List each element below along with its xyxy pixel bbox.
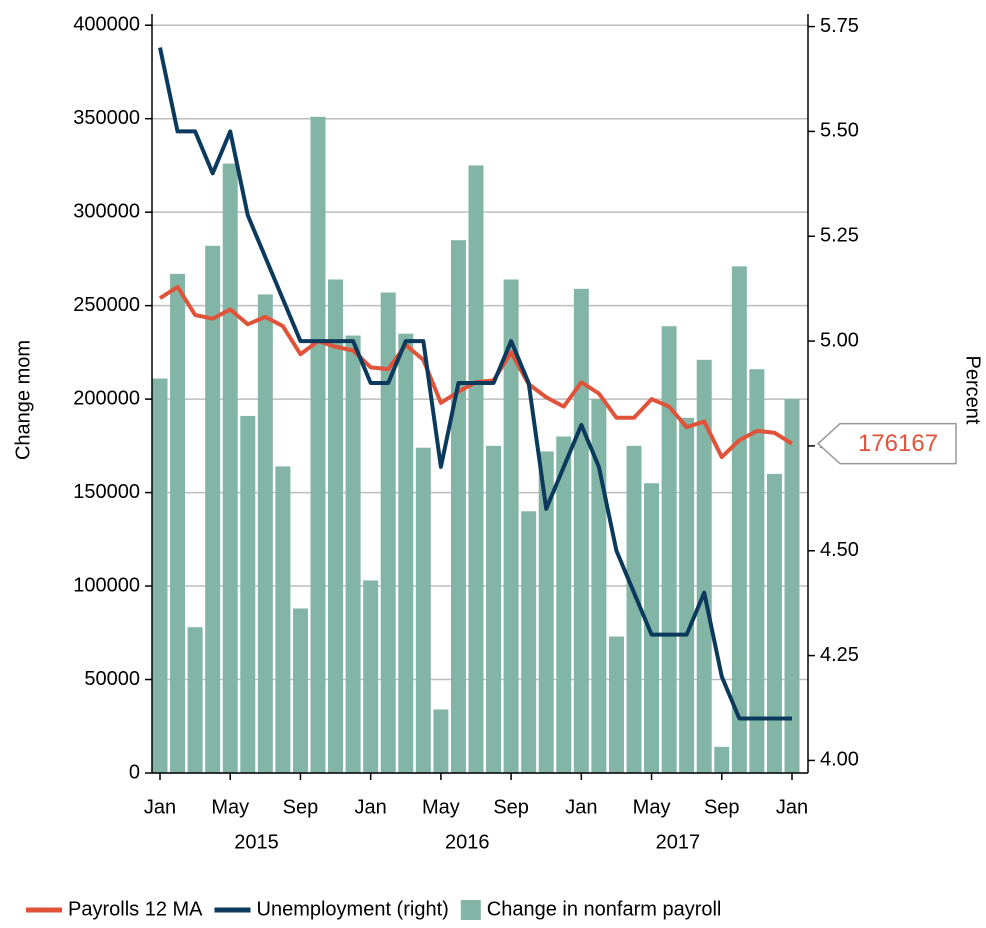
bar — [468, 165, 484, 774]
year-label: 2017 — [656, 831, 701, 853]
y-tick-label: 400000 — [73, 13, 140, 35]
year-label: 2016 — [445, 831, 490, 853]
x-tick-label: May — [422, 796, 460, 818]
y-tick-label: 350000 — [73, 107, 140, 129]
bar — [749, 369, 765, 773]
y-tick-label: 50000 — [84, 668, 140, 690]
x-tick-label: Sep — [493, 796, 529, 818]
legend-label: Change in nonfarm payroll — [487, 898, 722, 920]
legend-label: Unemployment (right) — [257, 898, 449, 920]
bar — [433, 709, 449, 773]
bar — [556, 436, 572, 773]
x-tick-label: Sep — [704, 796, 740, 818]
y-tick-label: 250000 — [73, 294, 140, 316]
y2-tick-label: 4.00 — [820, 749, 859, 771]
callout-label: 176167 — [858, 430, 938, 457]
bar — [573, 288, 589, 773]
legend-label: Payrolls 12 MA — [68, 898, 203, 920]
bar — [661, 326, 677, 773]
bar — [415, 447, 431, 773]
bar — [696, 359, 712, 773]
line-series — [158, 47, 792, 721]
y2-tick-label: 4.25 — [820, 644, 859, 666]
bar — [363, 580, 379, 773]
bar — [187, 627, 203, 773]
bar — [170, 273, 186, 773]
x-tick-label: Jan — [355, 796, 387, 818]
y2-tick-label: 5.25 — [820, 225, 859, 247]
bar — [538, 451, 554, 773]
callout-box — [816, 422, 957, 465]
bar — [486, 445, 502, 773]
bar — [766, 473, 782, 773]
y2-tick-label: 5.00 — [820, 329, 859, 351]
y2-axis-title: Percent — [962, 356, 984, 425]
x-tick-label: Jan — [776, 796, 808, 818]
bar — [608, 636, 624, 773]
bar — [450, 240, 466, 773]
x-tick-label: Sep — [283, 796, 319, 818]
year-label: 2015 — [234, 831, 279, 853]
y-tick-label: 200000 — [73, 387, 140, 409]
x-tick-label: May — [633, 796, 671, 818]
bar — [345, 335, 361, 773]
bar — [644, 483, 660, 773]
bar — [784, 399, 800, 773]
bar — [222, 163, 238, 774]
bar — [731, 266, 747, 773]
y2-tick-label: 5.50 — [820, 120, 859, 142]
bar — [275, 466, 291, 773]
bar — [328, 279, 344, 773]
y-tick-label: 100000 — [73, 574, 140, 596]
bar — [257, 294, 273, 773]
bar — [152, 378, 168, 773]
x-tick-label: Jan — [144, 796, 176, 818]
bar — [205, 245, 221, 773]
bar — [240, 415, 256, 773]
bar — [714, 746, 730, 773]
x-tick-label: May — [211, 796, 249, 818]
bar — [398, 333, 414, 773]
bar — [380, 292, 396, 773]
y-tick-label: 0 — [129, 761, 140, 783]
bar — [310, 116, 326, 774]
bar — [626, 445, 642, 773]
y2-tick-label: 5.75 — [820, 15, 859, 37]
y-tick-label: 150000 — [73, 481, 140, 503]
bar — [503, 279, 519, 773]
y2-tick-label: 4.50 — [820, 539, 859, 561]
y-axis-title: Change mom — [12, 340, 34, 460]
legend-swatch — [460, 900, 481, 920]
y-tick-label: 300000 — [73, 200, 140, 222]
bar — [521, 511, 537, 773]
bar — [292, 608, 308, 773]
bar — [679, 417, 695, 773]
x-tick-label: Jan — [565, 796, 597, 818]
